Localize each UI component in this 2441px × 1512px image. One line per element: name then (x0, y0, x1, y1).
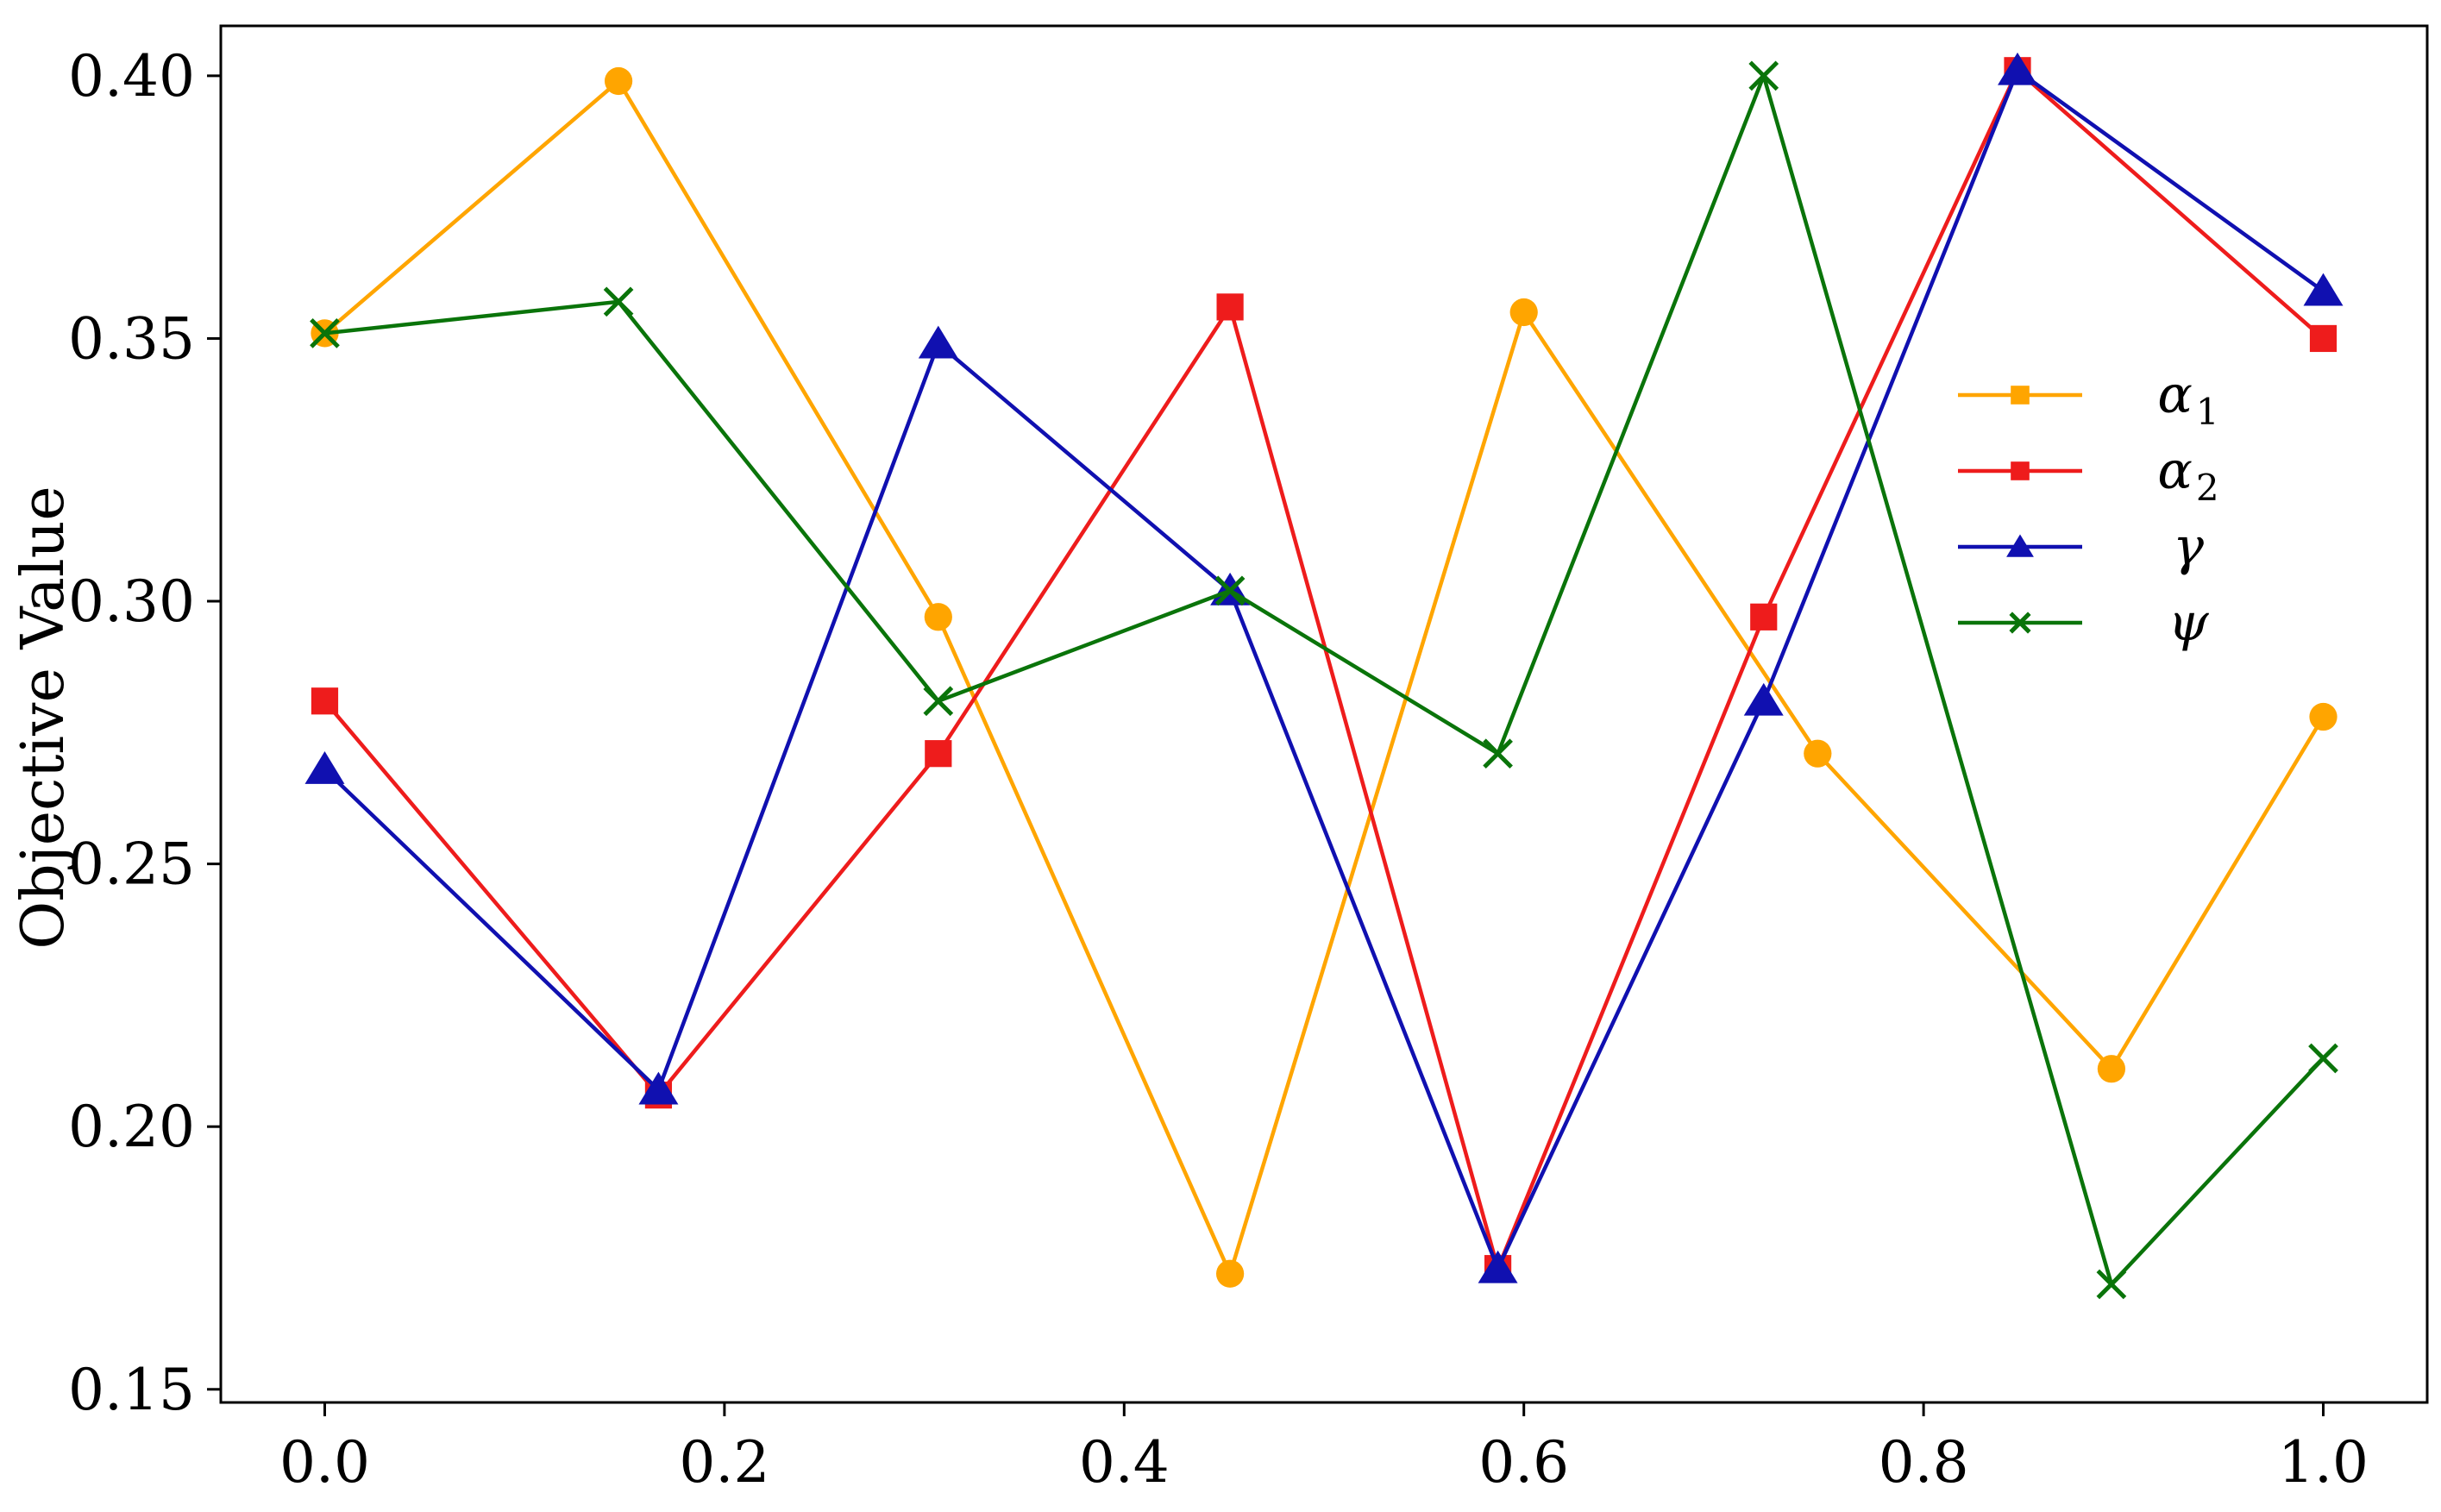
legend-label: γ (2173, 517, 2204, 577)
legend-marker (2006, 534, 2034, 557)
legend-marker (2011, 386, 2030, 405)
y-axis-title: Objective Value (9, 486, 78, 949)
x-tick-label: 0.4 (1079, 1429, 1170, 1496)
data-point (1509, 298, 1538, 327)
data-point (923, 686, 954, 717)
x-tick-label: 1.0 (2278, 1429, 2369, 1496)
x-tick-label: 0.6 (1478, 1429, 1569, 1496)
data-point (310, 317, 340, 348)
legend-item: α1 (1958, 365, 2219, 433)
y-tick-label: 0.15 (68, 1357, 195, 1423)
data-point (2309, 324, 2337, 353)
legend-label: α2 (2157, 441, 2218, 509)
data-point (1804, 739, 1832, 768)
y-tick-label: 0.25 (68, 831, 195, 898)
legend-label: α1 (2157, 365, 2218, 433)
data-point (2097, 1055, 2126, 1083)
legend-item: α2 (1958, 441, 2219, 509)
series-line (324, 73, 2325, 1287)
series-line (323, 68, 2325, 1270)
data-point (311, 687, 339, 715)
y-tick-label: 0.30 (68, 568, 195, 635)
legend-marker (2011, 461, 2030, 480)
data-point (924, 603, 952, 631)
legend-label: ψ (2168, 593, 2209, 653)
y-tick-label: 0.35 (68, 305, 195, 372)
data-point (304, 751, 345, 784)
data-point (1750, 603, 1778, 631)
series-2 (311, 57, 2337, 1283)
series-1 (311, 66, 2337, 1288)
series-4 (310, 60, 2338, 1300)
data-point (918, 325, 958, 359)
data-point (1478, 1250, 1518, 1283)
legend-item: ψ (1958, 593, 2209, 653)
data-point (1483, 738, 1513, 769)
legend: α1 α2 γψ (1958, 365, 2219, 653)
data-point (1998, 52, 2037, 85)
x-tick-label: 0.2 (679, 1429, 769, 1496)
data-point (603, 286, 634, 317)
y-tick-label: 0.20 (68, 1094, 195, 1160)
series-3 (304, 52, 2344, 1283)
series-line (323, 68, 2325, 1270)
data-point (1215, 1259, 1245, 1288)
data-point (2096, 1269, 2127, 1300)
series-line (323, 78, 2325, 1277)
data-point (1748, 60, 1779, 91)
data-point (604, 66, 633, 96)
data-point (2303, 273, 2344, 306)
data-point (1216, 293, 1244, 321)
plot-frame (219, 24, 2429, 1404)
axes-layer: 0.0 0.2 0.4 0.6 0.8 1.0 0.15 0.20 0.25 0.30 0.35 0.… (68, 24, 2429, 1496)
legend-item: γ (1958, 517, 2204, 577)
data-point (2308, 1043, 2338, 1074)
data-point (1214, 575, 1246, 606)
x-tick-label: 0.0 (279, 1429, 370, 1496)
data-point (638, 1071, 679, 1105)
data-point (2309, 702, 2337, 731)
y-tick-label: 0.40 (68, 43, 195, 110)
data-point (1743, 682, 1784, 716)
x-tick-label: 0.8 (1879, 1429, 1969, 1496)
data-point (925, 740, 952, 768)
legend-marker (2009, 612, 2031, 634)
plot-layer (304, 52, 2344, 1300)
